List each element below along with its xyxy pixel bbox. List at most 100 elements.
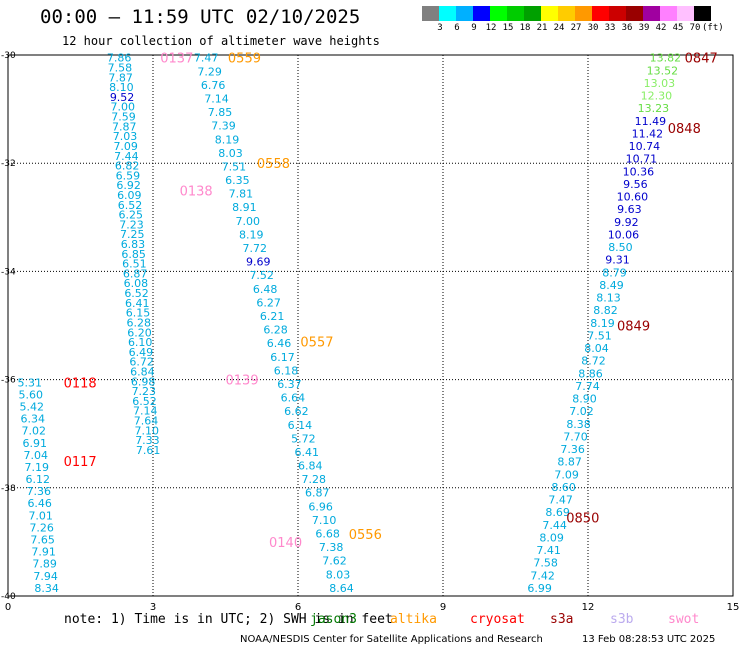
wave-height-value: 8.91	[232, 201, 257, 214]
wave-height-value: 10.71	[626, 153, 658, 166]
wave-height-value: 7.29	[197, 65, 222, 78]
wave-height-value: 8.19	[215, 133, 240, 146]
wave-height-value: 7.28	[301, 473, 326, 486]
wave-height-value: 6.25	[119, 209, 144, 222]
wave-height-value: 7.10	[312, 514, 337, 527]
colorbar-swatch	[439, 6, 456, 21]
colorbar-label: 9	[471, 23, 477, 33]
note-text: note: 1) Time is in UTC; 2) SWH is in fe…	[64, 612, 393, 627]
wave-height-value: 7.94	[33, 570, 58, 583]
wave-height-value: 7.44	[114, 150, 139, 163]
wave-height-value: 8.79	[602, 266, 627, 279]
colorbar-swatch	[456, 6, 473, 21]
wave-height-value: 7.87	[108, 71, 133, 84]
colorbar-swatch	[643, 6, 660, 21]
wave-height-value: 10.60	[617, 191, 649, 204]
wave-height-value: 7.62	[322, 555, 347, 568]
colorbar-swatch	[422, 6, 439, 21]
wave-height-value: 7.14	[133, 405, 158, 418]
wave-height-value: 8.03	[218, 147, 243, 160]
wave-height-value: 8.09	[539, 531, 564, 544]
wave-height-value: 7.58	[108, 62, 133, 75]
y-tick-label: -34	[1, 267, 16, 277]
wave-height-value: 6.21	[260, 310, 285, 323]
wave-height-value: 7.33	[135, 434, 160, 447]
wave-height-value: 6.84	[130, 365, 155, 378]
wave-height-value: 6.46	[267, 337, 292, 350]
wave-height-value: 8.19	[590, 317, 615, 330]
pass-time-label: 0140	[269, 536, 302, 551]
wave-height-value: 7.09	[554, 468, 579, 481]
colorbar-swatch	[575, 6, 592, 21]
wave-height-value: 10.74	[629, 140, 661, 153]
wave-height-value: 6.52	[118, 199, 143, 212]
colorbar-label: 33	[604, 23, 616, 33]
wave-height-value: 7.81	[229, 188, 254, 201]
wave-height-value: 7.02	[569, 405, 594, 418]
wave-height-value: 10.06	[608, 228, 640, 241]
wave-height-value: 6.28	[126, 316, 151, 329]
x-tick-label: 3	[150, 602, 156, 610]
wave-height-value: 7.44	[542, 519, 567, 532]
wave-height-value: 8.50	[608, 241, 633, 254]
wave-height-value: 7.23	[132, 385, 157, 398]
wave-height-value: 7.14	[204, 92, 229, 105]
wave-height-value: 7.26	[29, 521, 54, 534]
wave-height-value: 12.30	[641, 90, 673, 103]
chart-subtitle: 12 hour collection of altimeter wave hei…	[62, 34, 380, 48]
wave-height-value: 6.34	[20, 413, 45, 426]
colorbar-label: (ft)	[702, 23, 724, 33]
wave-height-value: 6.10	[128, 336, 153, 349]
wave-height-value: 8.72	[581, 355, 606, 368]
y-tick-label: -38	[1, 484, 16, 494]
wave-height-value: 7.89	[32, 558, 57, 571]
wave-height-value: 6.35	[225, 174, 250, 187]
wave-height-value: 6.49	[129, 346, 154, 359]
wave-height-value: 8.60	[551, 481, 576, 494]
pass-time-label: 0557	[300, 336, 333, 351]
y-tick-label: -36	[1, 376, 16, 386]
colorbar-label: 12	[485, 23, 497, 33]
wave-height-value: 6.09	[117, 189, 142, 202]
wave-height-value: 5.72	[291, 432, 316, 445]
pass-time-label: 0556	[349, 528, 382, 543]
wave-height-value: 6.51	[122, 258, 147, 271]
wave-height-value: 6.96	[308, 500, 333, 513]
y-tick-label: -30	[1, 51, 16, 61]
wave-height-value: 7.00	[111, 101, 136, 114]
colorbar-label: 70	[689, 23, 701, 33]
wave-height-value: 7.00	[236, 215, 261, 228]
pass-time-label: 0559	[228, 52, 261, 67]
wave-height-value: 6.84	[298, 460, 323, 473]
wave-height-value: 7.36	[560, 443, 585, 456]
satellite-legend-item: cryosat	[470, 612, 525, 627]
wave-height-value: 7.03	[113, 130, 138, 143]
wave-height-value: 11.42	[632, 127, 664, 140]
wave-height-value: 6.52	[124, 287, 149, 300]
wave-height-value: 6.41	[295, 446, 320, 459]
pass-time-label: 0137	[160, 52, 193, 67]
wave-height-value: 7.91	[31, 546, 56, 559]
pass-time-label: 0850	[566, 512, 599, 527]
wave-height-value: 7.86	[107, 52, 132, 65]
colorbar-swatch	[677, 6, 694, 21]
colorbar-label: 24	[553, 23, 565, 33]
wave-height-value: 6.64	[281, 392, 306, 405]
wave-height-value: 6.99	[527, 582, 552, 595]
wave-height-plot: 0 3 6 9 12 15-30-32-34-36-38-407.867.587.878.…	[1, 51, 739, 610]
colorbar-swatch	[592, 6, 609, 21]
wave-height-value: 6.98	[131, 375, 156, 388]
y-tick-label: -32	[1, 159, 16, 169]
pass-time-label: 0117	[64, 455, 97, 470]
colorbar-label: 30	[587, 23, 599, 33]
wave-height-value: 7.58	[533, 557, 558, 570]
x-tick-label: 6	[295, 602, 301, 610]
wave-height-value: 8.49	[599, 279, 624, 292]
wave-height-value: 7.38	[319, 541, 344, 554]
wave-height-value: 7.41	[536, 544, 561, 557]
colorbar-label: 18	[519, 23, 531, 33]
wave-height-value: 10.36	[623, 165, 655, 178]
wave-height-value: 7.10	[134, 424, 159, 437]
wave-height-value: 6.15	[126, 307, 151, 320]
wave-height-value: 7.47	[548, 494, 573, 507]
